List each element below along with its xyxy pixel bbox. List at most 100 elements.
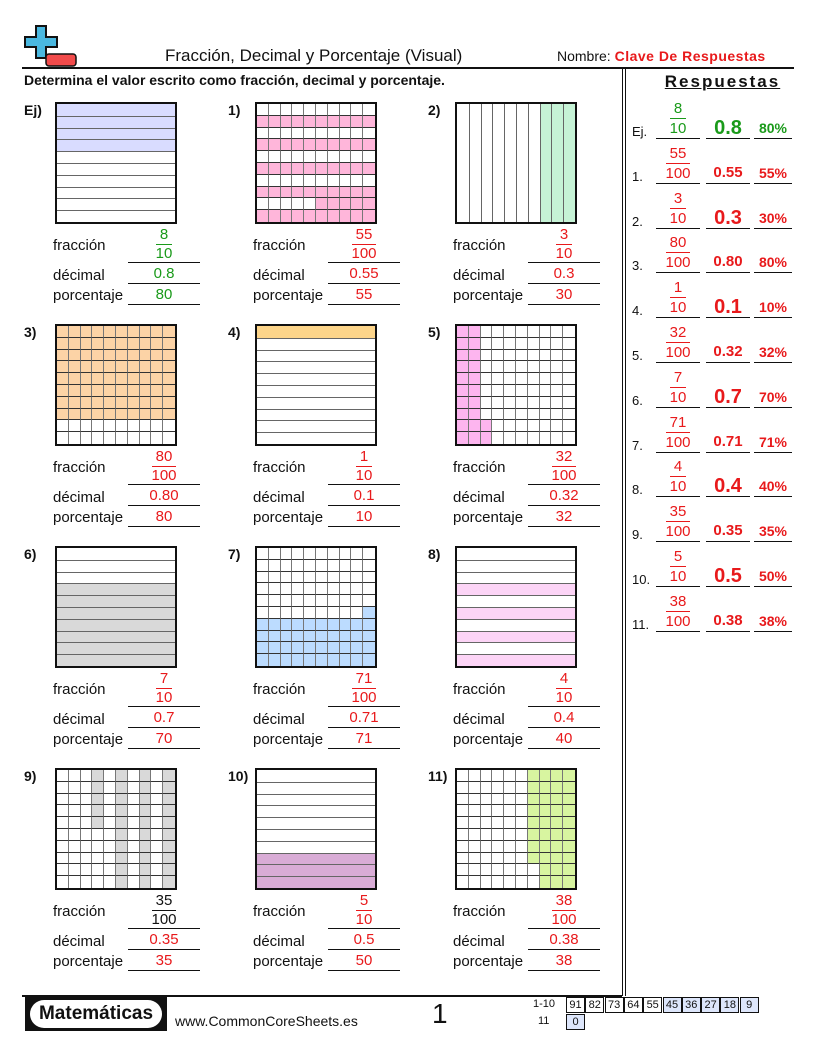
percent-answer: 55 — [328, 285, 400, 305]
shaded-cell — [339, 115, 352, 128]
grid-cell — [327, 548, 340, 560]
shaded-cell — [457, 373, 469, 385]
denominator: 10 — [669, 388, 687, 406]
shaded-cell — [163, 373, 175, 385]
fraction-model-rows — [255, 768, 377, 890]
grid-cell — [304, 127, 316, 140]
shaded-cell — [563, 805, 575, 818]
grid-cell — [151, 793, 164, 806]
shaded-cell — [527, 840, 540, 853]
shaded-cell — [527, 852, 540, 865]
numerator: 3 — [669, 190, 687, 209]
decimal-answer: 0.7 — [128, 708, 200, 728]
grid-cell — [57, 781, 69, 794]
grid-cell — [268, 127, 281, 140]
strip — [257, 840, 375, 853]
grid-cell — [351, 571, 364, 584]
shaded-cell — [116, 793, 128, 806]
grid-cell — [504, 840, 516, 853]
grid-cell — [104, 420, 116, 433]
denominator: 10 — [669, 209, 687, 227]
denominator: 100 — [665, 523, 691, 541]
grid-cell — [127, 817, 140, 829]
answer-row: 1. 55 100 0.55 55% — [630, 145, 800, 190]
grid-cell — [504, 420, 516, 433]
shaded-cell — [92, 337, 105, 350]
shaded-cell — [316, 198, 328, 211]
percent-label: porcentaje — [253, 509, 324, 526]
decimal-answer: 0.8 — [128, 264, 200, 284]
grid-cell — [468, 852, 481, 865]
grid-cell — [57, 864, 69, 877]
grid-cell — [492, 326, 505, 338]
shaded-cell — [292, 642, 305, 655]
denominator: 100 — [665, 612, 691, 630]
shaded-cell — [551, 852, 564, 865]
answer-percent: 38% — [754, 609, 792, 632]
shaded-cell — [163, 396, 175, 409]
grid-cell — [457, 852, 469, 865]
shaded-cell — [351, 139, 364, 152]
shaded-cell — [139, 793, 152, 806]
denominator: 100 — [351, 689, 377, 706]
shaded-cell — [304, 186, 316, 199]
grid-cell — [280, 607, 293, 619]
grid-cell — [492, 337, 505, 350]
fraction-model-cells — [455, 768, 577, 890]
numerator: 5 — [355, 892, 373, 911]
grid-cell — [257, 198, 269, 211]
decimal-label: décimal — [253, 711, 305, 728]
grid-cell — [139, 420, 152, 433]
shaded-cell — [139, 337, 152, 350]
shaded-cell — [80, 337, 93, 350]
fraction-answer: 35 100 — [128, 892, 200, 929]
grid-cell — [457, 781, 469, 794]
grid-cell — [527, 396, 540, 409]
shaded-cell — [268, 186, 281, 199]
grid-cell — [80, 852, 93, 865]
shaded-cell — [551, 805, 564, 818]
percent-answer: 10 — [328, 507, 400, 527]
grid-cell — [492, 385, 505, 397]
shaded-cell — [292, 139, 305, 152]
shaded-cell — [351, 210, 364, 222]
instructions: Determina el valor escrito como fracción… — [24, 72, 445, 88]
shaded-strip — [257, 876, 375, 888]
shaded-cell — [257, 210, 269, 222]
grid-cell — [504, 432, 516, 444]
shaded-cell — [280, 186, 293, 199]
problem-label: Ej) — [24, 102, 42, 118]
grid-cell — [480, 385, 493, 397]
decimal-answer: 0.3 — [528, 264, 600, 284]
answer-label: 3. — [632, 258, 643, 274]
grid-cell — [504, 770, 516, 782]
shaded-cell — [551, 770, 564, 782]
grid-cell — [80, 840, 93, 853]
brand-text: Matemáticas — [30, 1000, 162, 1028]
shaded-cell — [139, 876, 152, 888]
grid-cell — [68, 805, 81, 818]
shaded-cell — [539, 864, 552, 877]
grid-cell — [104, 770, 116, 782]
shaded-cell — [539, 829, 552, 841]
grid-cell — [504, 385, 516, 397]
shaded-cell — [163, 770, 175, 782]
percent-answer: 71 — [328, 729, 400, 749]
shaded-cell — [304, 630, 316, 643]
grid-cell — [292, 151, 305, 163]
answer-label: 11. — [632, 616, 650, 632]
shaded-cell — [457, 432, 469, 444]
problem-label: 11) — [428, 768, 448, 784]
grid-cell — [527, 373, 540, 385]
grid-cell — [257, 174, 269, 187]
decimal-label: décimal — [53, 933, 105, 950]
shaded-cell — [80, 373, 93, 385]
shaded-cell — [151, 385, 164, 397]
score-cell: 55 — [643, 997, 663, 1013]
shaded-cell — [527, 805, 540, 818]
grid-cell — [127, 852, 140, 865]
shaded-cell — [139, 852, 152, 865]
shaded-cell — [268, 139, 281, 152]
answer-decimal: 0.3 — [706, 206, 750, 229]
grid-cell — [151, 770, 164, 782]
